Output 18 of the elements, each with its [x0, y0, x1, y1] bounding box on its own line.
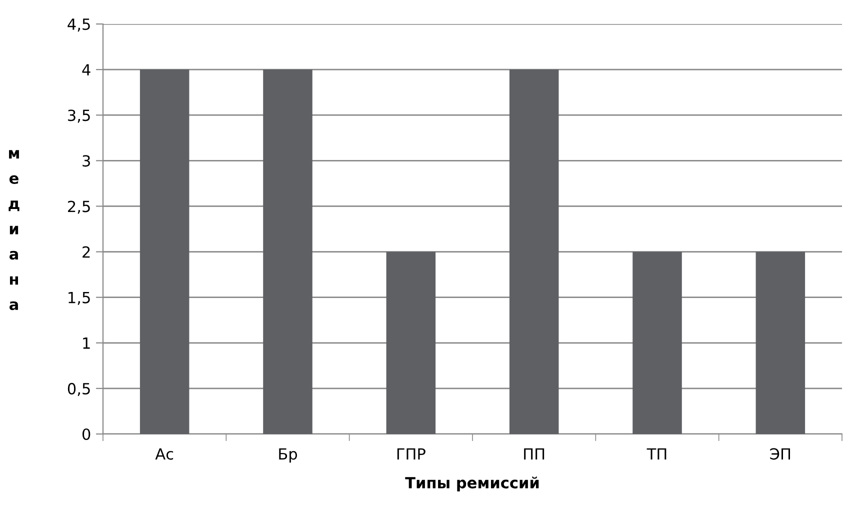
y-tick-label: 3	[82, 155, 90, 167]
x-tick-label: ТП	[646, 448, 666, 460]
y-tick-label: 4	[82, 64, 90, 76]
y-tick-label: 1	[83, 338, 90, 349]
y-axis-title: медиана	[8, 150, 20, 310]
x-axis-title: Типы ремиссий	[405, 476, 539, 492]
y-tick-label: 1,5	[68, 292, 90, 305]
x-tick-label: ГПР	[397, 448, 426, 460]
y-tick-label: 0,5	[68, 382, 90, 396]
y-tick-label: 4,5	[68, 18, 90, 32]
x-tick-label: ПП	[524, 448, 544, 460]
y-tick-label: 2	[82, 246, 90, 258]
x-tick-label: Ас	[155, 448, 174, 460]
y-tick-label: 3,5	[68, 110, 90, 123]
x-tick-label: Бр	[279, 448, 298, 463]
y-tick-label: 2,5	[68, 200, 90, 214]
y-tick-label: 0	[82, 428, 90, 440]
x-tick-label: ЭП	[770, 448, 790, 460]
